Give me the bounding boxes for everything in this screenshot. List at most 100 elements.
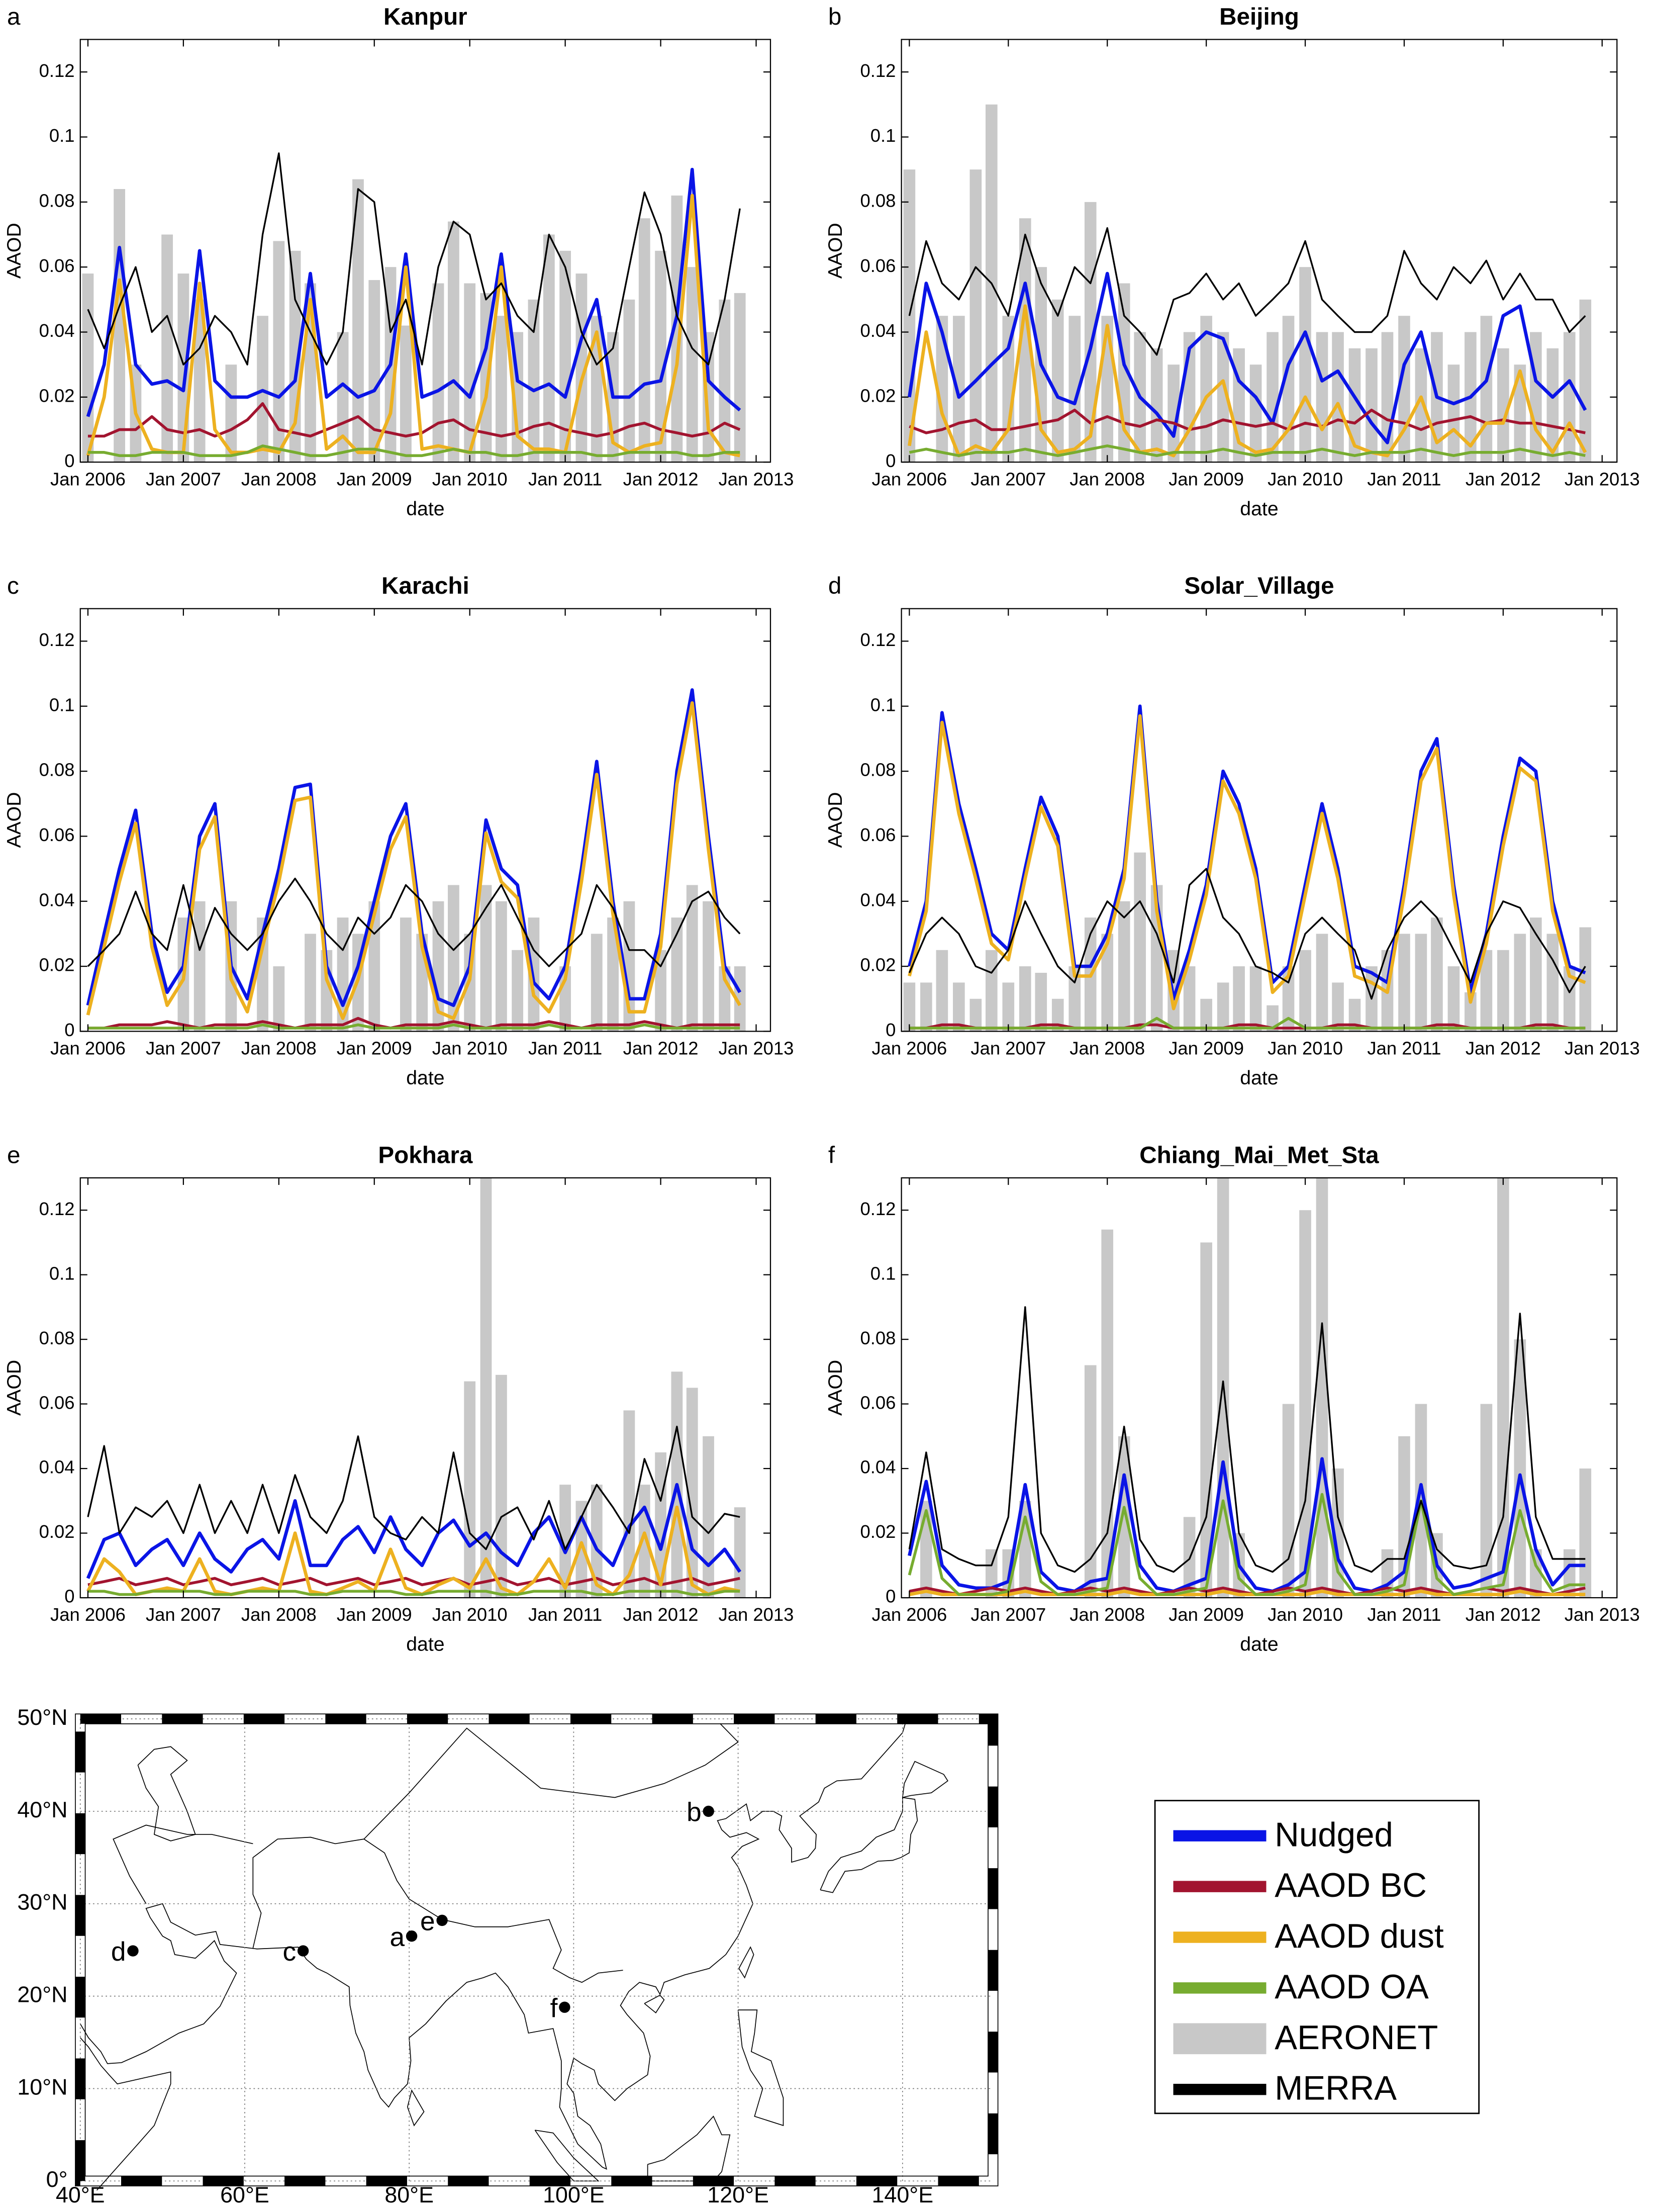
map-area xyxy=(80,1719,993,2181)
coastline xyxy=(80,2037,171,2191)
series-line xyxy=(86,701,742,1020)
bar xyxy=(512,950,524,1032)
legend-label: AAOD dust xyxy=(1275,1917,1444,1955)
bar xyxy=(686,1388,698,1598)
y-tick-label: 0.1 xyxy=(49,694,75,715)
bar xyxy=(1530,1549,1542,1598)
site-point xyxy=(559,2001,570,2013)
axes-frame xyxy=(901,608,1618,1032)
series-line xyxy=(87,152,741,365)
bar xyxy=(1084,1365,1097,1598)
bar xyxy=(400,325,412,463)
bar xyxy=(352,179,364,463)
x-tick-label: Jan 2010 xyxy=(1268,1038,1343,1059)
bar xyxy=(936,316,948,463)
bar xyxy=(1316,332,1328,463)
bar xyxy=(1447,364,1460,463)
bar xyxy=(1579,1468,1592,1598)
y-tick-label: 0.1 xyxy=(49,125,75,146)
bar xyxy=(1002,982,1015,1032)
bar xyxy=(953,316,965,463)
x-tick-label: Jan 2010 xyxy=(432,1038,508,1059)
y-tick-label: 0.02 xyxy=(39,1521,75,1542)
bar xyxy=(448,221,459,463)
bar xyxy=(1019,966,1031,1032)
x-tick-label: Jan 2008 xyxy=(241,1038,317,1059)
bar xyxy=(368,901,380,1032)
y-tick-label: 0 xyxy=(886,1586,896,1607)
bar xyxy=(1579,927,1592,1032)
bar xyxy=(1332,982,1344,1032)
site-label: a xyxy=(390,1922,405,1952)
y-tick-label: 0.12 xyxy=(860,1199,896,1219)
map-frame-edge xyxy=(75,1713,999,2186)
y-tick-label: 0 xyxy=(64,1586,74,1607)
bar xyxy=(1299,267,1311,463)
y-tick-label: 0.06 xyxy=(860,255,896,276)
bar xyxy=(655,950,666,1032)
bar xyxy=(719,299,731,463)
x-tick-label: Jan 2013 xyxy=(719,469,794,489)
x-tick-label: Jan 2007 xyxy=(146,469,221,489)
bar xyxy=(1514,934,1526,1032)
legend-swatch xyxy=(1173,2023,1267,2055)
series-line xyxy=(87,444,740,457)
site-label: c xyxy=(282,1937,296,1967)
bar xyxy=(337,332,349,463)
bar xyxy=(920,982,932,1032)
bar xyxy=(161,234,173,463)
bar xyxy=(623,1410,635,1598)
bar xyxy=(495,1374,507,1598)
bar xyxy=(1316,1177,1328,1598)
x-tick-label: Jan 2009 xyxy=(1169,1604,1244,1625)
x-tick-label: Jan 2011 xyxy=(1367,1604,1441,1625)
bar xyxy=(193,299,206,463)
chart-title: Karachi xyxy=(381,573,469,599)
bar xyxy=(1134,852,1146,1032)
y-tick-label: 0.04 xyxy=(39,889,75,910)
coastline xyxy=(902,1761,948,1798)
y-tick-label: 0.06 xyxy=(39,824,75,845)
bar xyxy=(1167,364,1180,463)
bar xyxy=(559,1485,571,1598)
panel-label: f xyxy=(828,1142,835,1168)
x-tick-label: Jan 2013 xyxy=(1565,1604,1640,1625)
series-line xyxy=(909,444,1586,457)
series-line xyxy=(87,1577,740,1587)
site-point xyxy=(703,1805,714,1817)
y-tick-label: 50°N xyxy=(17,1704,67,1730)
legend-box xyxy=(1154,1800,1480,2114)
x-axis-label: date xyxy=(406,1067,444,1089)
bar xyxy=(1019,218,1031,463)
x-tick-label: Jan 2010 xyxy=(1268,1604,1343,1625)
y-tick-label: 0.1 xyxy=(49,1263,75,1283)
y-tick-label: 0.08 xyxy=(39,190,75,211)
legend-label: AERONET xyxy=(1275,2019,1438,2057)
bar xyxy=(1249,966,1262,1032)
x-tick-label: Jan 2006 xyxy=(871,1038,947,1059)
y-tick-label: 0.08 xyxy=(860,760,896,780)
series-line xyxy=(908,1457,1586,1593)
bar xyxy=(1282,1404,1295,1598)
bar xyxy=(1431,917,1443,1032)
bar xyxy=(1332,332,1344,463)
x-tick-label: Jan 2012 xyxy=(623,469,699,489)
x-axis-label: date xyxy=(406,498,444,520)
x-tick-label: Jan 2006 xyxy=(50,1604,126,1625)
series-line xyxy=(908,271,1587,444)
x-tick-label: Jan 2013 xyxy=(1565,469,1640,489)
site-point xyxy=(127,1945,139,1957)
y-tick-label: 0.08 xyxy=(860,190,896,211)
site-point xyxy=(406,1930,418,1942)
y-tick-label: 0.1 xyxy=(870,1263,896,1283)
bar xyxy=(734,966,746,1032)
coastline xyxy=(113,1824,253,1904)
y-tick-label: 0.02 xyxy=(860,1521,896,1542)
series-line xyxy=(908,714,1586,1010)
bar xyxy=(400,917,412,1032)
y-tick-label: 0.1 xyxy=(870,125,896,146)
bar xyxy=(1200,1242,1212,1598)
bar xyxy=(1579,299,1592,463)
x-tick-label: Jan 2009 xyxy=(1169,1038,1244,1059)
bar xyxy=(1035,973,1047,1032)
